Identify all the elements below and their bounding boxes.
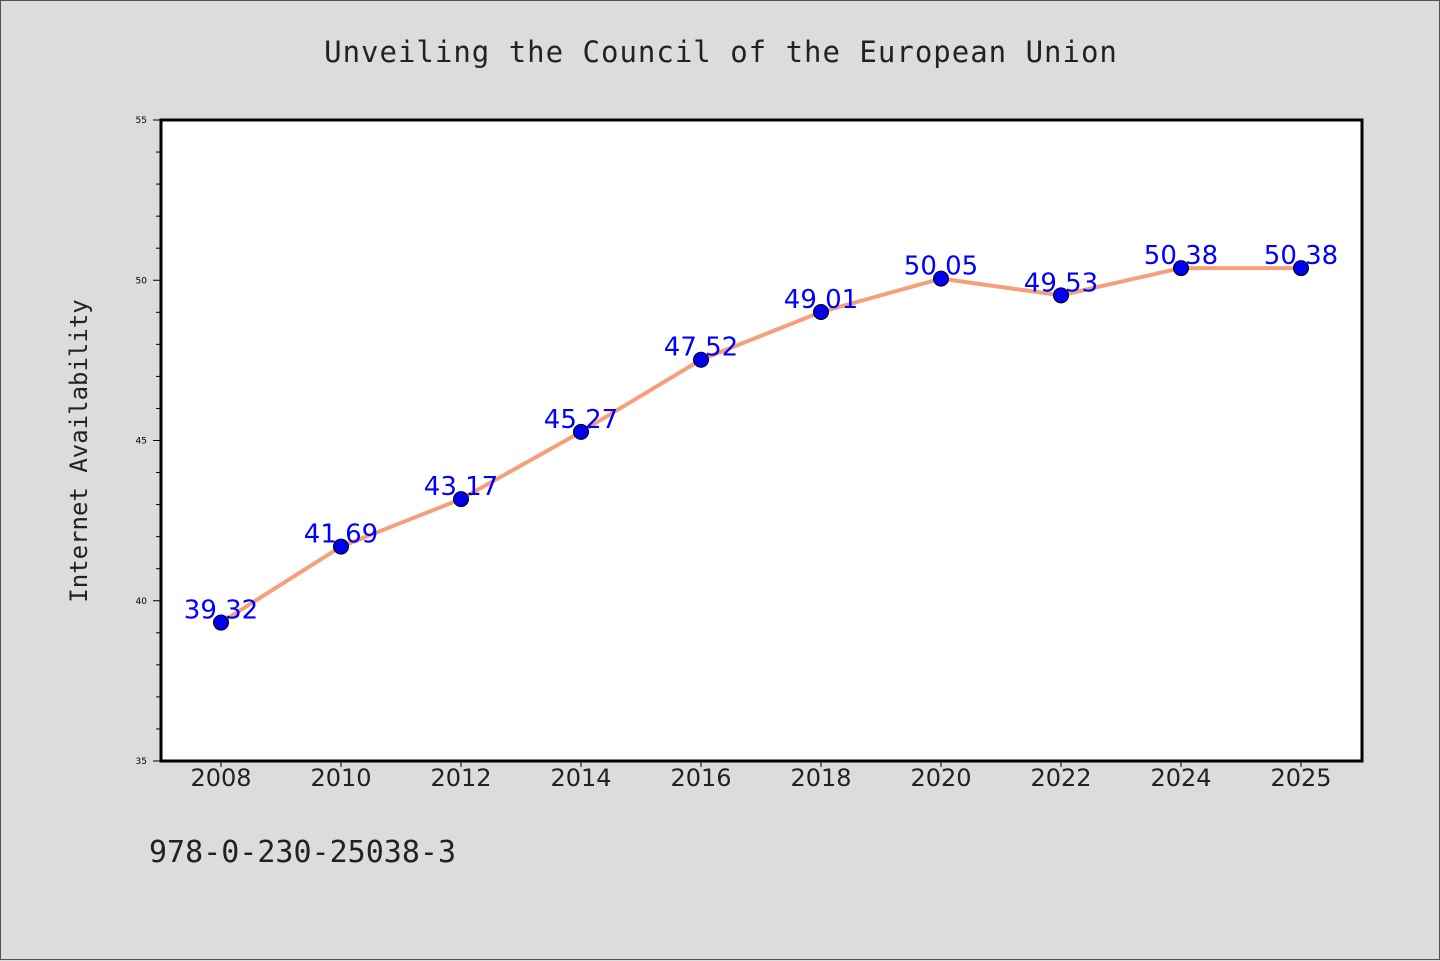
data-point [813,303,829,320]
y-axis-label: Internet Availability [65,299,93,602]
y-axis-ticks: 35 40 45 50 55 [136,116,161,767]
series-line [219,266,1303,625]
x-tick-label: 2016 [670,764,731,792]
data-series: 39.32 41.69 43.17 45.27 47.52 49.01 50.05 49.53… [184,241,1338,631]
data-label: 43.17 [424,472,498,502]
data-point [453,491,469,508]
data-label: 50.38 [1144,241,1218,271]
x-tick-label: 2020 [910,764,971,792]
data-point [213,614,229,631]
data-point [933,270,949,287]
data-label: 49.01 [784,285,858,315]
x-tick-label: 2008 [190,764,251,792]
y-tick-label: 55 [136,116,147,126]
y-tick-label: 50 [136,276,148,286]
data-label: 49.53 [1024,268,1098,298]
x-tick-label: 2025 [1270,764,1331,792]
x-tick-label: 2024 [1150,764,1211,792]
data-point [693,351,709,368]
chart-title: Unveiling the Council of the European Un… [324,35,1118,69]
data-label: 50.38 [1264,241,1338,271]
isbn-text: 978-0-230-25038-3 [149,835,457,870]
y-tick-label: 40 [136,597,148,607]
y-tick-label: 45 [136,437,147,447]
data-label: 45.27 [544,405,618,435]
x-axis-ticks: 2008 2010 2012 2014 2016 2018 2020 2022 2024 2025 [190,761,1332,792]
x-tick-label: 2018 [790,764,851,792]
plot-area [159,118,1364,763]
y-tick-label: 35 [136,757,147,767]
data-label: 47.52 [664,333,738,363]
x-tick-label: 2014 [550,764,611,792]
data-point [1293,260,1309,277]
data-label: 39.32 [184,596,258,626]
data-label: 41.69 [304,520,378,550]
data-label: 50.05 [904,252,978,282]
data-point [333,538,349,555]
data-point [573,423,589,440]
x-tick-label: 2010 [310,764,371,792]
x-tick-label: 2012 [430,764,491,792]
data-point [1173,260,1189,277]
data-point [1053,287,1069,304]
x-tick-label: 2022 [1030,764,1091,792]
